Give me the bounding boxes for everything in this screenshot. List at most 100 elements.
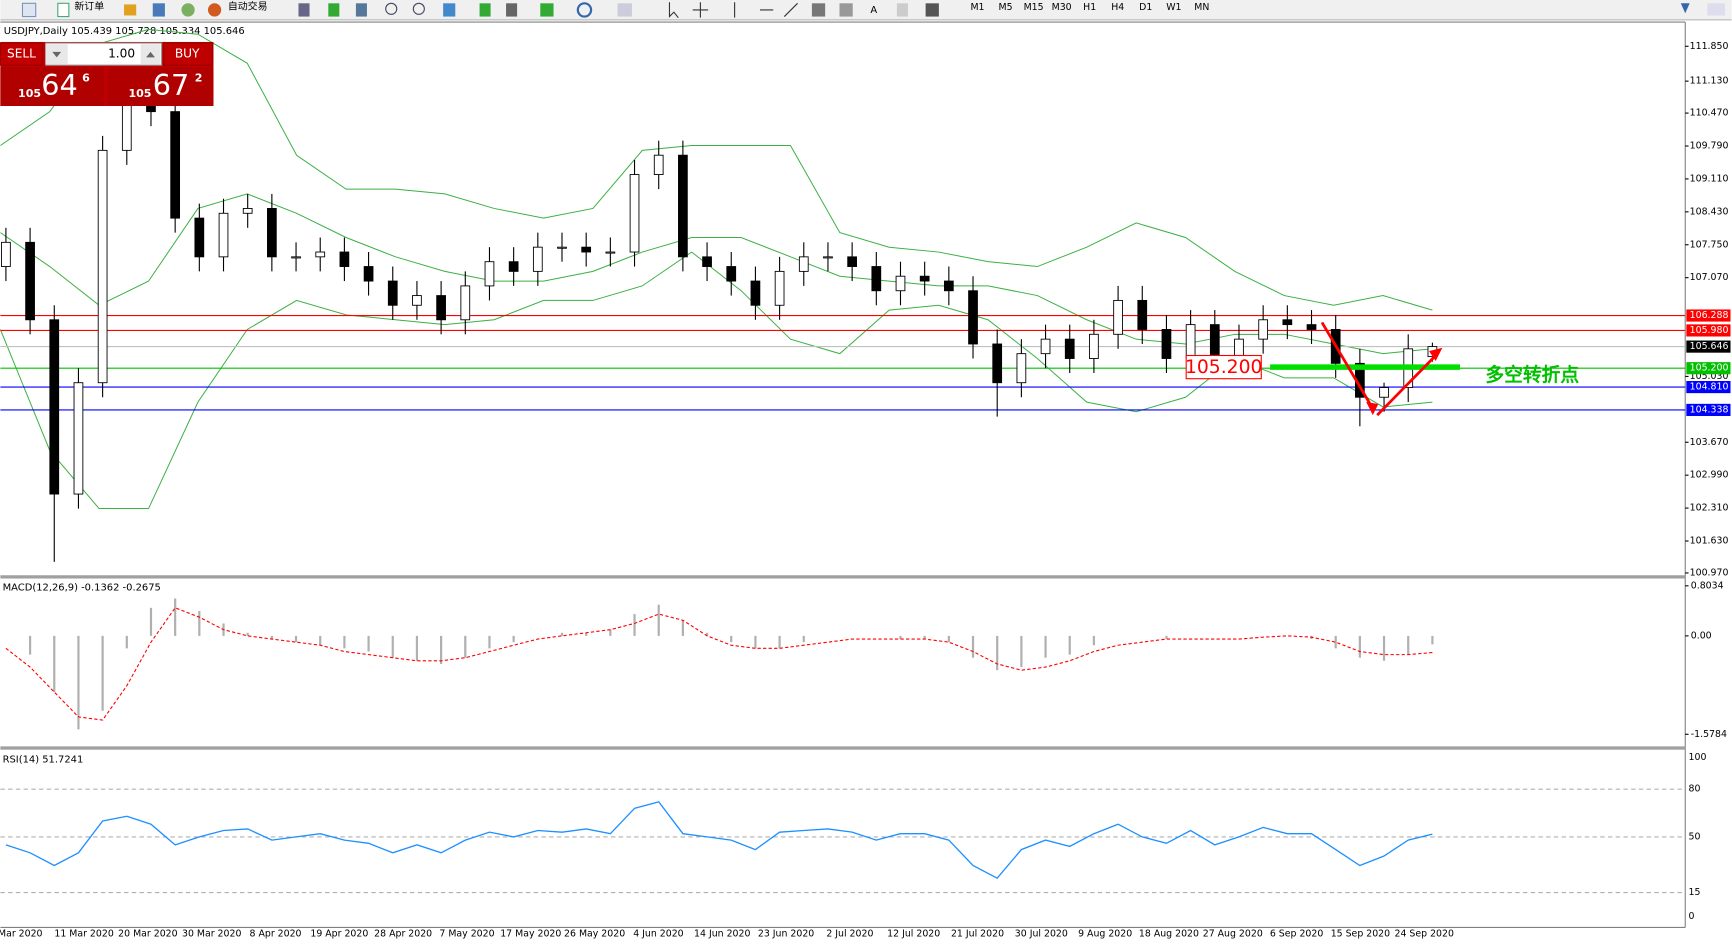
candle-body [73,382,84,495]
auto-trading-button[interactable]: 自动交易 [228,0,268,13]
arrow-head [1366,401,1379,416]
price-level-label: 105.980 [1690,325,1729,336]
macd-signal [5,607,1433,721]
candle-body [194,217,205,258]
y-tick-label: 109.790 [1690,141,1729,152]
timeframe-button[interactable]: W1 [1166,2,1181,13]
timeframe-button[interactable]: H4 [1111,2,1124,13]
y-tick-label: 102.990 [1690,470,1729,481]
candle-body [1209,324,1220,359]
price-level-box [1686,380,1731,394]
x-tick-label: 23 Jun 2020 [758,929,814,940]
y-tick-label: 111.130 [1690,76,1729,87]
candle-body [484,261,495,287]
candle-body [412,295,422,306]
x-tick-label: 8 Apr 2020 [250,929,302,940]
sell-label[interactable]: SELL [7,47,36,61]
candle-body [702,256,712,267]
bollinger-upper [0,28,1433,311]
x-tick-label: 21 Jul 2020 [951,929,1004,940]
candle-body [968,290,978,345]
x-tick-label: 14 Jun 2020 [694,929,750,940]
timeframe-button[interactable]: M5 [999,2,1013,13]
candle-body [1282,319,1293,326]
candle-body [1379,387,1389,398]
sell-button[interactable] [0,42,43,66]
candle-body [992,343,1003,384]
candle-body [267,208,277,258]
y-tick-label: 107.070 [1690,272,1729,283]
y-tick-label: -1.5784 [1691,729,1727,740]
candle-body [25,241,35,321]
y-tick-label: 111.850 [1690,41,1729,52]
toolbar-icons: A [21,2,1725,19]
x-tick-label: 26 May 2020 [564,929,625,940]
price-level-label: 105.646 [1690,341,1729,352]
timeframe-button[interactable]: MN [1194,2,1209,13]
x-tick-label: 18 Aug 2020 [1139,929,1199,940]
x-tick-label: 9 Aug 2020 [1078,929,1132,940]
y-tick-label: 100 [1689,752,1707,763]
candle-body [218,212,229,258]
candle-body [871,266,882,292]
buy-price-box[interactable] [107,67,214,106]
candle-body [919,275,930,282]
toolbar [0,0,1732,20]
bid-big-figure: 105 [18,87,41,100]
timeframe-button[interactable]: M30 [1052,2,1072,13]
candle-body [97,149,108,384]
y-tick-label: 103.670 [1690,437,1729,448]
candle-body [1185,324,1196,359]
new-order-button[interactable]: 新订单 [74,0,104,13]
y-tick-label: 0.00 [1691,630,1712,641]
down-arrow [1320,321,1374,410]
candle-body [1016,353,1027,384]
y-tick-label: 109.110 [1690,173,1729,184]
candle-body [1040,338,1051,355]
candle-body [726,266,737,282]
candle-body [315,251,326,258]
buy-label[interactable]: BUY [175,47,200,61]
candle-body [678,154,688,258]
candle-body [1064,338,1075,359]
sell-price-box[interactable] [0,67,105,106]
svg-text:A: A [870,5,877,16]
candle-body [1258,319,1269,340]
x-tick-label: 15 Sep 2020 [1331,929,1390,940]
candle-body [363,266,374,282]
timeframe-bar: M1 M5 M15 M30 H1 H4 D1 W1 MN [970,2,1209,13]
y-tick-label: 0.8034 [1691,580,1724,591]
price-level-box [1686,403,1731,416]
bid-pips: 64 [41,68,78,102]
y-tick-label: 15 [1689,887,1701,898]
price-level-box [1686,309,1731,322]
buy-button[interactable] [163,42,213,66]
rsi-line [5,801,1433,880]
candle-body [49,319,60,495]
timeframe-button[interactable]: H1 [1083,2,1096,13]
price-level-box [1686,324,1731,337]
timeframe-button[interactable]: M1 [970,2,984,13]
candle-body [750,280,761,306]
x-tick-label: 11 Mar 2020 [54,929,113,940]
y-tick-label: 100.970 [1690,567,1729,578]
price-level-label: 104.810 [1690,382,1729,393]
lot-value[interactable]: 1.00 [108,47,135,61]
x-tick-label: 2 Jul 2020 [826,929,873,940]
y-tick-label: 50 [1689,831,1701,842]
plot-area: 100.970 101.630 102.310 102.990 103.670 105.0… [0,28,1731,940]
candle-body [508,261,519,272]
price-level-label: 106.288 [1690,310,1729,321]
bid-fraction: 6 [82,71,90,84]
panel-separator [0,746,1686,750]
candle-body [436,295,446,321]
one-click-panel [0,41,214,106]
timeframe-button[interactable]: D1 [1139,2,1152,13]
candle-body [1,241,11,267]
timeframe-button[interactable]: M15 [1024,2,1044,13]
candle-body [581,246,592,253]
candle-body [1306,324,1317,330]
y-tick-label: 0 [1689,911,1695,922]
